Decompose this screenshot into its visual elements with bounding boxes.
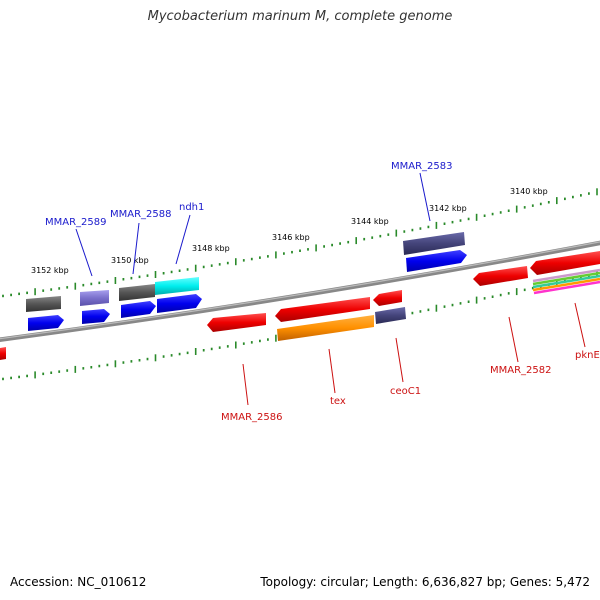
- gene-feature[interactable]: [207, 313, 266, 332]
- genome-summary: Topology: circular; Length: 6,636,827 bp…: [260, 575, 590, 589]
- gene-feature[interactable]: [121, 301, 156, 318]
- gene-feature[interactable]: [0, 347, 6, 360]
- gene-feature[interactable]: [373, 290, 402, 306]
- gene-feature[interactable]: [277, 315, 374, 341]
- ruler-label-3148: 3148 kbp: [192, 244, 230, 253]
- gene-feature[interactable]: [532, 277, 600, 292]
- gene-feature[interactable]: [533, 280, 600, 295]
- gene-feature[interactable]: [157, 294, 202, 313]
- gene-feature[interactable]: [532, 268, 600, 283]
- gene-feature[interactable]: [82, 309, 110, 324]
- gene-label-ndh1[interactable]: ndh1: [179, 202, 204, 213]
- ruler-label-3142: 3142 kbp: [429, 204, 467, 213]
- gene-feature[interactable]: [275, 297, 370, 322]
- forward-strand-features: [26, 232, 467, 331]
- gene-feature[interactable]: [473, 266, 528, 286]
- genome-backbone: [0, 240, 600, 342]
- outer-tick-ruler: [2, 188, 598, 298]
- gene-feature[interactable]: [532, 274, 600, 289]
- ruler-label-3146: 3146 kbp: [272, 233, 310, 242]
- gene-label-mmar-2588[interactable]: MMAR_2588: [110, 209, 172, 220]
- gene-feature[interactable]: [532, 271, 600, 286]
- label-leader-lines: [75, 172, 586, 406]
- gene-feature[interactable]: [530, 251, 600, 275]
- ruler-label-3152: 3152 kbp: [31, 266, 69, 275]
- gene-feature[interactable]: [26, 296, 61, 312]
- gene-label-mmar-2586[interactable]: MMAR_2586: [221, 412, 283, 423]
- gene-label-mmar-2589[interactable]: MMAR_2589: [45, 217, 107, 228]
- ruler-label-3140: 3140 kbp: [510, 187, 548, 196]
- gene-label-tex[interactable]: tex: [330, 396, 346, 407]
- map-title: Mycobacterium marinum M, complete genome: [147, 9, 453, 24]
- ruler-label-3150: 3150 kbp: [111, 256, 149, 265]
- gene-feature[interactable]: [80, 290, 109, 306]
- accession-label: Accession: NC_010612: [10, 575, 147, 589]
- gene-feature[interactable]: [119, 284, 155, 301]
- gene-label-mmar-2583[interactable]: MMAR_2583: [391, 161, 453, 172]
- gene-feature[interactable]: [403, 232, 465, 255]
- gene-feature[interactable]: [155, 277, 199, 295]
- gene-label-pkne[interactable]: pknE: [575, 350, 600, 361]
- gene-feature[interactable]: [375, 307, 406, 324]
- gene-label-mmar-2582[interactable]: MMAR_2582: [490, 365, 552, 376]
- gene-feature[interactable]: [406, 250, 467, 272]
- genome-backbone-highlight: [0, 241, 600, 340]
- gene-label-ceoc1[interactable]: ceoC1: [390, 386, 421, 397]
- gene-feature[interactable]: [28, 315, 64, 331]
- ruler-label-3144: 3144 kbp: [351, 217, 389, 226]
- reverse-strand-features: [0, 251, 600, 360]
